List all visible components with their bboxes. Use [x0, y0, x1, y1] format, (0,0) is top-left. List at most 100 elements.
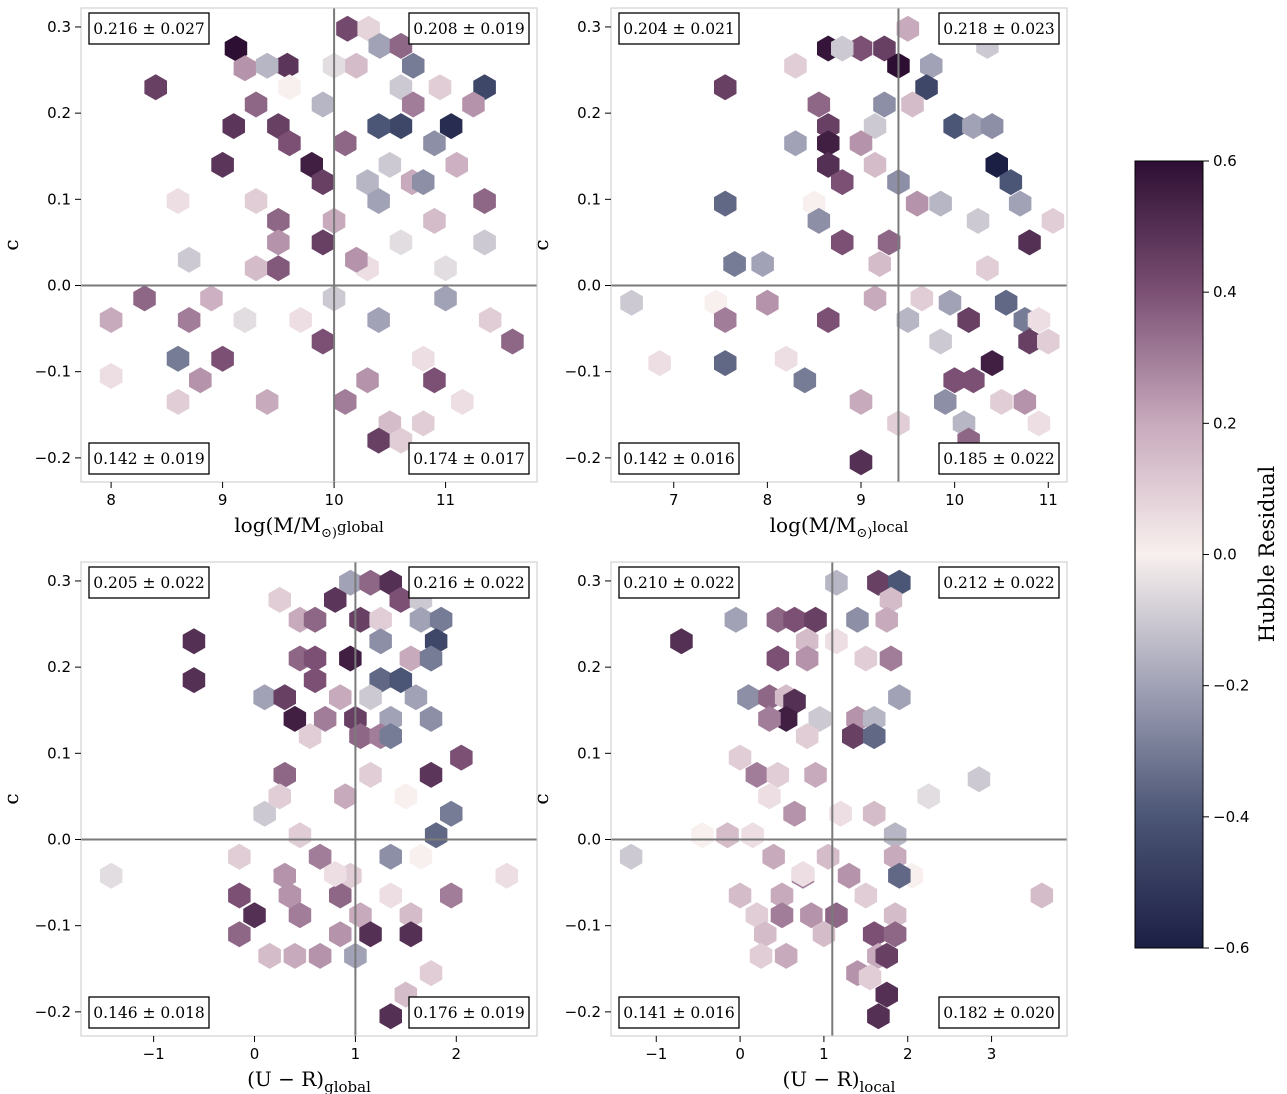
x-tick-label: 3 [987, 1045, 997, 1063]
hexbin-cell [356, 367, 379, 394]
hexbin-cell [233, 307, 257, 333]
y-tick-label: 0.1 [47, 744, 71, 762]
hexbin-cell [817, 151, 840, 178]
hexbin-cell [745, 761, 769, 788]
hexbin-cell [133, 285, 156, 312]
x-tick-label: 9 [218, 491, 228, 509]
hexbin-cell [228, 843, 251, 870]
colorbar-ticks: −0.6 −0.4 −0.2 0.0 0.2 0.4 0.6 [1203, 152, 1249, 957]
hexbin-cell [962, 113, 985, 140]
hexbin-cell [166, 345, 190, 372]
hexbin-cell [424, 822, 448, 849]
y-tick-label: 0.3 [47, 572, 71, 590]
hexbin-cell [303, 606, 327, 633]
hexbin-cell [1018, 328, 1041, 355]
hexbin-cell [367, 427, 390, 454]
hexbin-cell [1027, 307, 1051, 333]
hexbin-cell [770, 882, 794, 909]
hexbin-cell [994, 289, 1018, 316]
hexbin-cell [501, 328, 524, 355]
hexbin-cell [423, 130, 446, 157]
colorbar-tick-label: −0.4 [1213, 808, 1249, 826]
hexbin-cell [378, 410, 402, 437]
quadrant-stat-box [88, 996, 210, 1029]
hexbin-cell [303, 645, 327, 672]
hexbin-cell [303, 667, 327, 694]
hexbin-cell [399, 921, 423, 948]
hexbin-cell [369, 628, 392, 655]
y-tick-label: 0.3 [47, 18, 71, 36]
hexbin-cell [324, 861, 347, 887]
quadrant-stat-box [618, 566, 740, 599]
hexbin-cell [440, 800, 463, 827]
quadrant-stat-label: 0.210 ± 0.022 [623, 574, 735, 592]
hexbin-cell [774, 345, 798, 372]
hexbin-cell [255, 52, 279, 79]
hexbin-cell [311, 91, 335, 118]
hexbin-cell [846, 606, 869, 633]
hexbin-cell [795, 645, 819, 672]
quadrant-stat-box [938, 996, 1060, 1029]
plot-frame [80, 7, 538, 483]
hexbin-cell [334, 388, 357, 415]
hexbin-cell [278, 130, 301, 157]
quadrant-stat-label: 0.212 ± 0.022 [943, 574, 1055, 592]
hexbin-cell [807, 91, 831, 118]
hexbin-cell [849, 449, 873, 476]
hexbin-cell [412, 345, 435, 372]
quadrant-stat-box [938, 566, 1060, 599]
hexbin-cell [255, 388, 279, 415]
hexbin-cell [389, 667, 413, 694]
hexbin-cell [289, 307, 312, 333]
hexbin-cell [883, 902, 907, 929]
x-axis-label: (U − R)global [247, 1067, 371, 1094]
hexbin-cell [349, 606, 372, 633]
hexbin-cell [758, 705, 781, 732]
hexbin-cell [648, 350, 671, 377]
hexbin-cell [1030, 882, 1054, 909]
hexbin-cell [817, 113, 840, 140]
hexbin-cell [200, 285, 223, 312]
hexbin-cell [774, 942, 798, 969]
y-tick-label: −0.1 [35, 917, 71, 935]
hexbin-cell [1008, 190, 1032, 217]
hexbin-cell [863, 113, 887, 140]
y-tick-label: 0.2 [577, 104, 601, 122]
hexbin-cell [434, 285, 457, 312]
hexbin-cell [409, 843, 433, 870]
hexbin-cell [863, 151, 887, 178]
quadrant-stat-box [408, 442, 530, 475]
hexbin-cell [100, 862, 123, 889]
x-tick-label: 0 [250, 1045, 260, 1063]
chart-panel: 7 8 9 10 11 −0.2 −0.1 0.0 0.1 0.2 0.3 log(M/M⊙)loca… [529, 7, 1068, 541]
hexbin-cell [883, 843, 907, 870]
hexbin-cell [329, 882, 352, 909]
hexbin-cell [345, 246, 368, 273]
hexbin-cell [300, 151, 323, 178]
x-tick-label: 0 [735, 1045, 745, 1063]
hexbin-cell [723, 251, 746, 277]
plot-frame [610, 561, 1068, 1037]
hexbin-cell [863, 285, 887, 312]
hexbin-cell [253, 800, 276, 827]
quadrant-stat-label: 0.142 ± 0.016 [623, 450, 735, 468]
hexbin-cell [367, 307, 390, 333]
hexbin-cell [273, 862, 296, 889]
hexbin-cell [883, 921, 907, 948]
hexbin-cell [804, 606, 827, 633]
hexbin-cell [817, 307, 840, 333]
hexbin-cell [875, 606, 898, 633]
hexbin-cell [825, 902, 848, 929]
quadrant-stat-box [88, 442, 210, 475]
hexbin-cell [829, 800, 852, 827]
hexbin-cell [419, 705, 443, 732]
hexbin-cell [283, 705, 307, 732]
hexbin-cell [166, 188, 190, 214]
quadrant-stat-label: 0.146 ± 0.018 [93, 1004, 205, 1022]
hexbin-cell [267, 113, 290, 140]
hexbin-cell [253, 684, 276, 711]
x-tick-label: 9 [856, 491, 866, 509]
y-tick-label: 0.3 [577, 572, 601, 590]
hexbin-cell [714, 74, 737, 101]
hexbin-cell [879, 645, 903, 672]
